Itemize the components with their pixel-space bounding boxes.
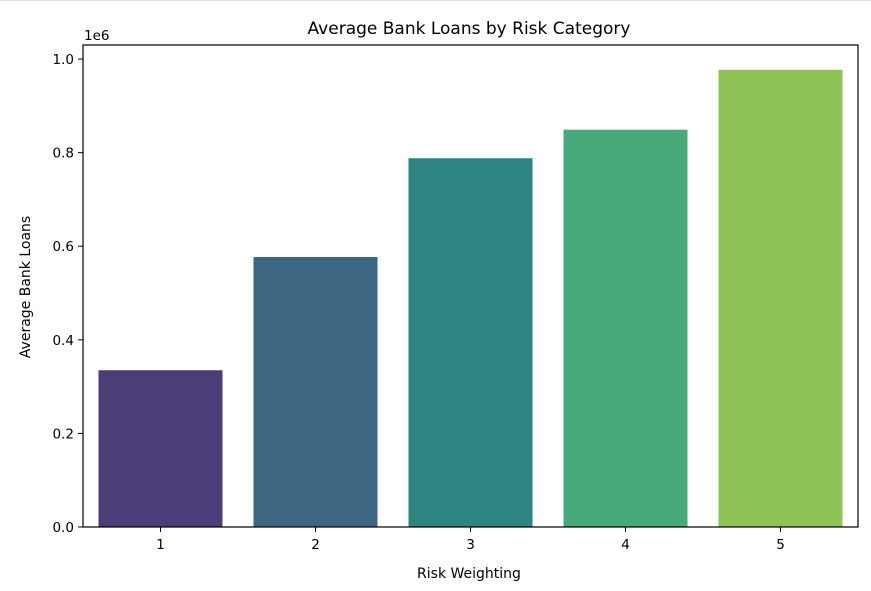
y-tick-label: 0.0 <box>53 520 74 536</box>
bar-1 <box>98 370 223 527</box>
x-axis-ticks: 1 2 3 4 5 <box>156 527 785 553</box>
x-tick-label: 1 <box>156 537 165 553</box>
y-axis-ticks: 0.0 0.2 0.4 0.6 0.8 1.0 <box>53 52 83 536</box>
x-tick-label: 2 <box>311 537 320 553</box>
x-tick-label: 5 <box>776 537 785 553</box>
y-axis-offset-label: 1e6 <box>84 28 109 44</box>
y-axis-label: Average Bank Loans <box>18 216 34 358</box>
bar-4 <box>563 129 688 527</box>
bars-group <box>98 69 843 528</box>
y-tick-label: 0.2 <box>53 426 74 442</box>
bar-3 <box>408 158 533 528</box>
y-tick-label: 0.8 <box>53 146 74 162</box>
plot-frame <box>82 44 859 528</box>
x-tick-label: 4 <box>621 537 630 553</box>
chart-title: Average Bank Loans by Risk Category <box>308 19 631 39</box>
y-tick-label: 1.0 <box>53 52 74 68</box>
y-tick-label: 0.6 <box>53 239 74 255</box>
y-tick-label: 0.4 <box>53 333 74 349</box>
x-axis-label: Risk Weighting <box>417 566 521 582</box>
top-divider <box>0 0 871 1</box>
bar-5 <box>718 69 843 527</box>
bar-2 <box>253 256 378 527</box>
x-tick-label: 3 <box>466 537 475 553</box>
